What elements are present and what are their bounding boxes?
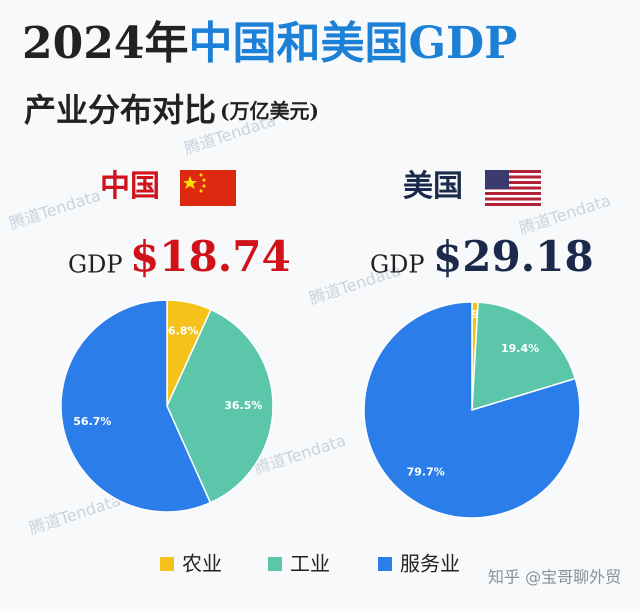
slice-label: 79.7% xyxy=(407,465,445,478)
slice-label: 36.5% xyxy=(224,399,262,412)
pie-slice xyxy=(60,299,212,513)
slice-label: 56.7% xyxy=(73,415,111,428)
gdp-label: GDP xyxy=(370,251,425,279)
us-flag xyxy=(485,170,541,206)
source-watermark: 知乎 @宝哥聊外贸 xyxy=(488,568,621,587)
country-title: 中国 xyxy=(100,169,160,204)
pie-slice xyxy=(363,301,581,519)
legend-swatch xyxy=(268,557,282,571)
title-year: 2024年 xyxy=(22,18,188,69)
pie-slice xyxy=(166,308,274,504)
gdp-total: $29.18 xyxy=(433,232,594,281)
country-title: 美国 xyxy=(403,169,463,204)
gdp-total: $18.74 xyxy=(130,232,291,281)
legend-swatch xyxy=(378,557,392,571)
legend-label: 服务业 xyxy=(400,552,460,576)
unit: (万亿美元) xyxy=(220,99,319,123)
slice-label: 19.4% xyxy=(501,342,539,355)
slice-label: 6.8% xyxy=(168,324,199,337)
legend-label: 工业 xyxy=(290,552,330,576)
gdp-label: GDP xyxy=(68,251,123,279)
legend-swatch xyxy=(160,557,174,571)
china-flag xyxy=(180,170,236,206)
subtitle-text: 产业分布对比 xyxy=(24,91,216,129)
title-main: 中国和美国GDP xyxy=(188,18,517,69)
subtitle: 产业分布对比 (万亿美元) xyxy=(24,91,319,129)
pie-slice xyxy=(471,301,577,412)
legend-label: 农业 xyxy=(182,552,222,576)
title: 2024年中国和美国GDP xyxy=(22,18,517,69)
